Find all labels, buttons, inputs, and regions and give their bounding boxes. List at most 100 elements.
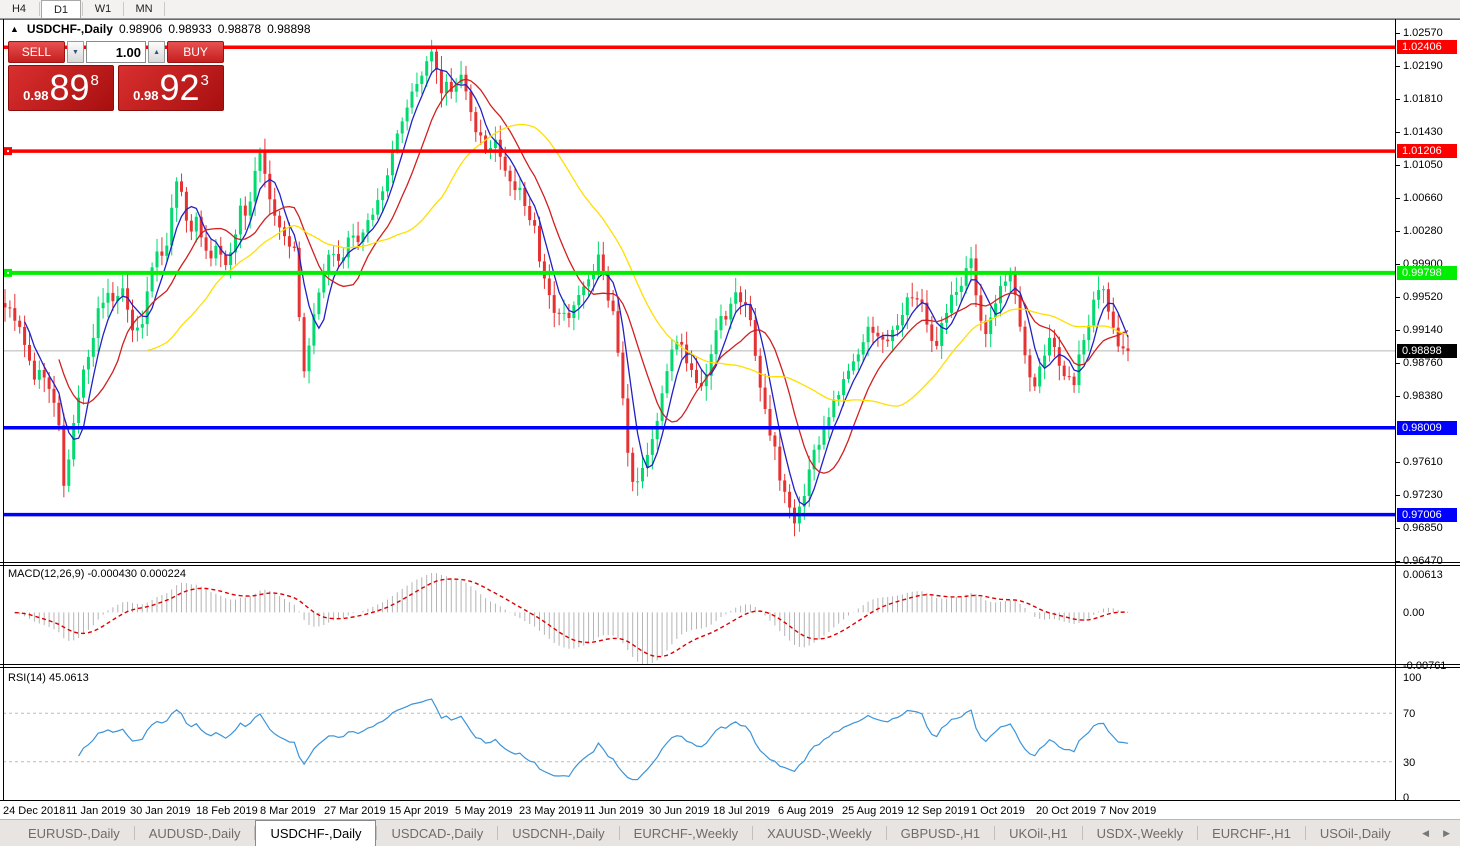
timeframe-w1[interactable]: W1 (94, 3, 112, 15)
tab-separator (1081, 826, 1083, 840)
moving-average-5 (24, 67, 1129, 506)
rsi-axis-label: 0 (1403, 792, 1410, 804)
chart-window: ▲ USDCHF-,Daily 0.98906 0.98933 0.98878 … (0, 19, 1460, 845)
price-axis-tick: 0.96470 (1403, 555, 1443, 567)
price-chart-canvas[interactable] (0, 19, 1460, 845)
chart-tab-eurusd-daily[interactable]: EURUSD-,Daily (28, 825, 120, 841)
chart-tab-usdchf-daily[interactable]: USDCHF-,Daily (255, 820, 377, 846)
price-axis-tick: 0.98760 (1403, 356, 1443, 369)
chart-tab-usoil-daily[interactable]: USOil-,Daily (1319, 825, 1391, 841)
timeframe-h4[interactable]: H4 (11, 3, 27, 15)
chart-title: ▲ USDCHF-,Daily 0.98906 0.98933 0.98878 … (10, 22, 311, 36)
macd-axis-label: -0.00761 (1403, 660, 1447, 672)
date-axis-label: 23 May 2019 (519, 805, 583, 817)
price-axis-tick: 0.97230 (1403, 489, 1443, 502)
ohlc-close: 0.98898 (267, 22, 311, 36)
price-axis-tick-mark (1396, 561, 1400, 562)
chart-tab-xauusd-weekly[interactable]: XAUUSD-,Weekly (767, 825, 872, 841)
chart-left-border (3, 19, 4, 800)
price-axis-tick-mark (1396, 65, 1400, 67)
date-axis-label: 11 Jan 2019 (66, 805, 126, 817)
tab-separator (994, 826, 996, 840)
date-axis[interactable]: 24 Dec 2018 11 Jan 2019 30 Jan 2019 18 Feb … (0, 800, 1460, 820)
price-axis-tick: 1.02190 (1403, 59, 1443, 72)
volume-decrease-button[interactable]: ▼ (66, 41, 84, 63)
price-axis-tick-mark (1396, 264, 1400, 266)
panel-divider[interactable] (0, 664, 1460, 668)
rsi-axis-label: 100 (1403, 672, 1422, 684)
tabs-scroll-left-icon[interactable]: ◀ (1422, 827, 1430, 838)
toolbar-separator (123, 2, 124, 16)
panel-divider[interactable] (0, 562, 1460, 566)
sell-button[interactable]: SELL (8, 41, 65, 63)
tab-separator (497, 826, 499, 840)
chart-tab-usdx-weekly[interactable]: USDX-,Weekly (1096, 825, 1184, 841)
volume-increase-button[interactable]: ▲ (148, 41, 166, 63)
macd-axis-label: 0.00613 (1403, 569, 1443, 581)
price-axis-tick: 0.99520 (1403, 291, 1443, 303)
date-axis-label: 12 Sep 2019 (907, 805, 970, 817)
ohlc-high: 0.98933 (168, 22, 212, 36)
price-axis-tick-mark (1396, 395, 1400, 397)
price-axis-tick: 1.00280 (1403, 225, 1443, 238)
date-axis-label: 30 Jun 2019 (649, 805, 710, 817)
date-axis-label: 25 Aug 2019 (842, 805, 904, 817)
current-price-label: 0.98898 (1397, 343, 1457, 358)
rsi-line (78, 698, 1129, 781)
price-axis-tick-mark (1396, 528, 1400, 530)
horizontal-lines (3, 45, 1395, 517)
date-axis-label: 7 Nov 2019 (1100, 805, 1157, 817)
chart-tab-usdcnh-daily[interactable]: USDCNH-,Daily (512, 825, 605, 841)
buy-price-box[interactable]: 0.98 92 3 (118, 65, 224, 111)
chart-tab-ukoil-h1[interactable]: UKOil-,H1 (1009, 825, 1068, 841)
chart-tab-gbpusd-h1[interactable]: GBPUSD-,H1 (900, 825, 981, 841)
line-price-label: 1.01206 (1397, 144, 1457, 159)
volume-input[interactable] (86, 41, 146, 63)
price-axis-tick: 1.01810 (1403, 92, 1443, 105)
price-axis-tick-mark (1396, 131, 1400, 133)
date-axis-label: 24 Dec 2018 (3, 805, 66, 817)
price-axis-border (1395, 19, 1396, 800)
line-price-label: 0.99798 (1397, 265, 1457, 280)
date-axis-label: 20 Oct 2019 (1036, 805, 1096, 817)
price-axis-tick-mark (1396, 98, 1400, 100)
chart-tab-eurchf-h1[interactable]: EURCHF-,H1 (1212, 825, 1291, 841)
price-axis-tick: 0.99140 (1403, 323, 1443, 336)
sell-price-box[interactable]: 0.98 89 8 (8, 65, 114, 111)
rsi-axis-label: 30 (1403, 756, 1416, 769)
price-axis-tick-mark (1396, 495, 1400, 497)
chart-tab-eurchf-weekly[interactable]: EURCHF-,Weekly (633, 825, 739, 841)
price-axis-tick: 0.97610 (1403, 456, 1443, 469)
chart-tab-usdcad-daily[interactable]: USDCAD-,Daily (391, 825, 484, 841)
macd-signal-line (14, 578, 1129, 658)
timeframe-mn[interactable]: MN (135, 3, 153, 15)
tab-separator (133, 826, 135, 840)
chart-symbol-label: USDCHF-,Daily (26, 22, 113, 36)
collapse-one-click-icon[interactable]: ▲ (10, 24, 19, 34)
ohlc-open: 0.98906 (118, 22, 163, 36)
sell-price-prefix: 0.98 (23, 88, 49, 103)
sell-price-pip: 8 (90, 72, 99, 89)
tab-separator (752, 826, 754, 840)
date-axis-label: 30 Jan 2019 (130, 805, 191, 817)
tab-separator (376, 826, 378, 840)
ohlc-low: 0.98878 (217, 22, 262, 36)
chart-window-border (0, 19, 1460, 20)
price-axis-tick: 0.98380 (1403, 389, 1443, 402)
tab-separator (1197, 826, 1199, 840)
price-axis-tick-mark (1396, 198, 1400, 200)
chart-tab-audusd-daily[interactable]: AUDUSD-,Daily (148, 825, 241, 841)
toolbar-separator (39, 2, 40, 16)
tabs-scroll-right-icon[interactable]: ▶ (1443, 827, 1450, 838)
moving-average-30 (147, 123, 1129, 407)
price-axis-tick-mark (1396, 231, 1400, 233)
buy-button[interactable]: BUY (167, 41, 224, 63)
timeframe-d1[interactable]: D1 (41, 0, 81, 18)
macd-axis-label: 0.00 (1403, 607, 1425, 620)
price-axis-tick-mark (1396, 362, 1400, 364)
sell-price-big: 89 (49, 67, 90, 108)
date-axis-label: 15 Apr 2019 (389, 805, 449, 817)
price-axis-tick-mark (1396, 164, 1400, 166)
date-axis-label: 5 May 2019 (455, 805, 513, 817)
buy-price-pip: 3 (200, 72, 209, 89)
